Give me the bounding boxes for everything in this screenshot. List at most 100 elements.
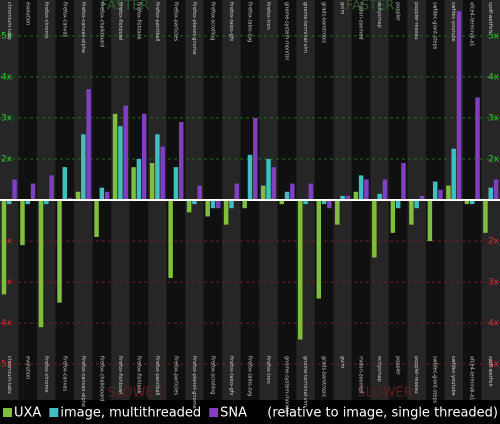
legend-swatch (209, 408, 219, 417)
x-tick-label: firefox-fishtank (135, 2, 141, 40)
x-tick-label: poppler (395, 2, 401, 22)
x-tick-label: firefox-scrolling (209, 356, 215, 394)
y-tick-label: 3x (488, 278, 500, 288)
x-tick-label: evolution (24, 356, 30, 379)
bar (284, 191, 290, 200)
bar (242, 200, 247, 209)
x-tick-label: poppler-reseau (413, 356, 419, 394)
bar (62, 167, 68, 200)
y-tick-label: 4x (1, 72, 13, 82)
bar (382, 179, 388, 200)
bar (419, 195, 425, 200)
y-tick-label: 2x (488, 154, 500, 164)
legend-swatch (3, 408, 12, 417)
x-tick-label: firefox-particles (172, 2, 178, 41)
x-tick-label: firefox-scrolling (209, 2, 215, 40)
legend-label: image, multithreaded (60, 406, 201, 421)
bar (247, 154, 253, 200)
bar (390, 200, 396, 233)
bar (49, 175, 54, 200)
bar (94, 200, 99, 237)
bar (178, 122, 184, 200)
x-tick-label: gvim (339, 2, 345, 15)
x-tick-label: firefox-chalkboard (98, 2, 104, 47)
x-tick-label: firefox-tron (265, 2, 271, 30)
bar (57, 200, 62, 303)
slower-label: SLOWER (107, 386, 162, 401)
faster-label: FASTER (101, 0, 150, 14)
y-tick-label: 2x (1, 154, 13, 164)
y-tick-label: 3x (1, 113, 13, 123)
x-tick-label: xpdf-wetfish (487, 2, 493, 33)
bar (141, 113, 147, 200)
bar (395, 200, 401, 209)
bar (266, 158, 271, 200)
bar (456, 11, 462, 201)
bar (464, 200, 470, 205)
bar (446, 185, 451, 200)
x-tick-label: firefox-fishtank (135, 356, 141, 394)
bar (205, 200, 210, 217)
bar (475, 97, 480, 200)
y-tick-label: 2x (1, 237, 13, 247)
x-tick-label: xpdf-wetfish (487, 356, 493, 387)
x-tick-label: firefox-tron (265, 356, 271, 384)
bar (216, 200, 221, 209)
bar (75, 191, 81, 200)
x-tick-label: swfdec-youtube (450, 2, 456, 42)
x-tick-label: firefox-talos-svg (247, 356, 253, 396)
bar (38, 200, 44, 328)
bar (118, 126, 123, 200)
bar (192, 200, 197, 205)
bar (353, 191, 359, 200)
bar (340, 195, 345, 200)
bar (160, 146, 165, 200)
bar (186, 200, 192, 213)
bar (173, 167, 179, 200)
bar (81, 134, 86, 200)
bar (12, 179, 17, 200)
y-tick-label: 4x (1, 319, 13, 329)
bar (488, 187, 493, 200)
bar (414, 200, 419, 209)
y-tick-label: 5x (1, 31, 13, 41)
x-tick-label: gnome-terminal-vim (302, 2, 308, 53)
bar (210, 200, 216, 209)
bar (438, 189, 443, 200)
y-tick-label: 5x (1, 360, 13, 370)
bar (469, 200, 475, 205)
x-tick-label: firefox-fishbowl (117, 356, 123, 394)
legend-swatch (49, 408, 59, 417)
bar (308, 183, 314, 200)
legend-label: UXA (14, 406, 41, 421)
bar (253, 117, 258, 200)
bar (229, 200, 234, 209)
x-tick-label: poppler-reseau (413, 2, 419, 40)
bar (290, 183, 295, 200)
y-tick-label: 5x (488, 360, 500, 370)
bar (427, 200, 433, 242)
x-tick-label: midori-zoomed (358, 2, 364, 40)
x-tick-label: gnome-system-monitor (284, 2, 290, 62)
x-tick-label: grads-barotropic (321, 2, 327, 44)
x-tick-label: chromium-tabs (6, 2, 12, 40)
y-tick-label: 4x (488, 72, 500, 82)
bar (136, 158, 142, 200)
bar (279, 200, 284, 205)
x-tick-label: firefox-paintball (154, 356, 160, 395)
bar (155, 134, 160, 200)
x-tick-label: firefox-talos-svg (247, 2, 253, 42)
bar (99, 187, 105, 200)
x-tick-label: gvim (339, 356, 345, 369)
legend-label: SNA (220, 406, 247, 421)
bar (168, 200, 173, 278)
bar (409, 200, 414, 225)
bar (335, 200, 340, 225)
x-tick-label: firefox-canvas (61, 2, 67, 38)
x-tick-label: firefox-particles (172, 356, 178, 395)
y-tick-label: 3x (1, 278, 13, 288)
x-tick-label: firefox-planet-gnome (191, 356, 197, 409)
bar (44, 200, 49, 205)
bar (303, 200, 308, 205)
x-tick-label: firefox-talos-gfx (228, 2, 234, 41)
